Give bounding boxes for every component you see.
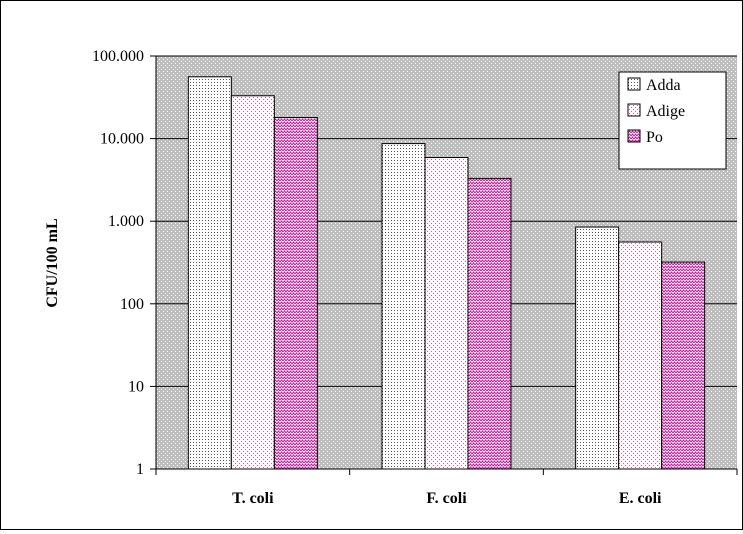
bar-adda <box>187 76 232 470</box>
x-category-label: E. coli <box>619 490 662 507</box>
y-tick-label: 1.000 <box>108 213 144 230</box>
y-tick-labels: 1 10 100 1.000 10.000 100.000 <box>92 48 144 478</box>
y-tick-label: 100.000 <box>92 48 144 65</box>
legend-label: Po <box>646 129 663 146</box>
bar-po <box>661 261 706 470</box>
legend-label: Adige <box>646 103 685 120</box>
legend-swatch <box>627 77 641 91</box>
bar-adda <box>575 226 620 470</box>
legend-swatch <box>627 103 641 117</box>
legend-swatch <box>627 129 641 143</box>
bar-adda <box>381 143 426 470</box>
bar-adige <box>424 157 469 470</box>
legend: Adda Adige Po <box>618 71 727 170</box>
x-category-labels: T. coli F. coli E. coli <box>232 490 662 507</box>
bar-po <box>467 177 512 470</box>
bar-po <box>273 117 318 470</box>
y-axis-title: CFU/100 mL <box>44 218 61 307</box>
axes <box>150 55 738 475</box>
x-category-label: F. coli <box>426 490 467 507</box>
y-tick-label: 10 <box>128 378 144 395</box>
x-category-label: T. coli <box>232 490 274 507</box>
bar-adige <box>618 241 663 470</box>
y-tick-label: 100 <box>120 296 144 313</box>
y-tick-label: 1 <box>136 461 144 478</box>
legend-label: Adda <box>646 77 681 94</box>
bar-adige <box>230 95 275 470</box>
y-tick-label: 10.000 <box>100 131 144 148</box>
bars <box>187 76 706 470</box>
